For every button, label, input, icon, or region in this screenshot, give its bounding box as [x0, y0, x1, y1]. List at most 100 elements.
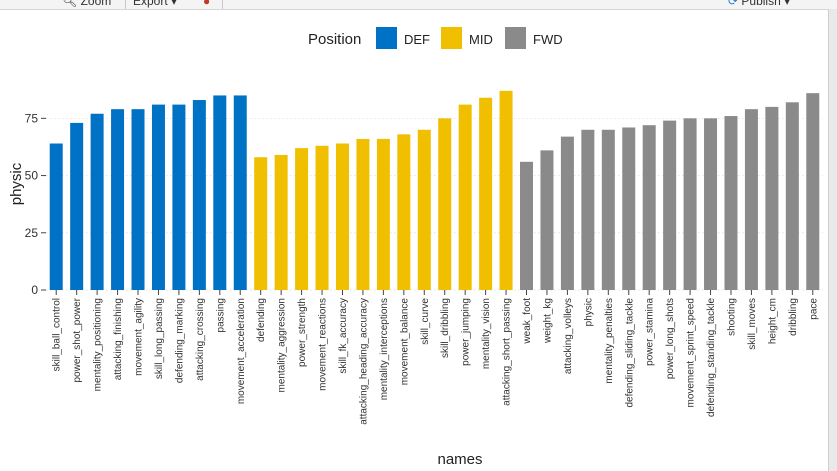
bar [724, 116, 738, 291]
bar [479, 97, 493, 290]
bar [417, 129, 431, 290]
bar [295, 148, 309, 290]
bar [274, 154, 288, 290]
x-tick-label: defending_marking [174, 298, 185, 383]
bar [622, 127, 636, 290]
bar [601, 129, 615, 290]
bar [397, 134, 411, 290]
x-tick-label: power_strength [297, 298, 308, 367]
bar [663, 120, 677, 290]
legend-swatch [441, 27, 462, 49]
bar [356, 138, 370, 290]
bar [806, 93, 820, 291]
y-tick-label: 0 [31, 283, 38, 297]
x-tick-label: mentality_positioning [93, 298, 104, 391]
x-tick-label: movement_acceleration [236, 298, 247, 404]
bar [172, 104, 186, 290]
x-tick-label: defending_standing_tackle [706, 298, 717, 417]
x-axis-title: names [437, 451, 482, 468]
x-tick-label: mentality_vision [481, 298, 492, 369]
y-axis: 0 25 50 75 [25, 111, 46, 297]
zoom-label: Zoom [80, 0, 112, 8]
chevron-down-icon: ▾ [784, 0, 791, 8]
x-tick-label: attacking_crossing [195, 298, 206, 381]
bar [335, 143, 349, 290]
zoom-button[interactable]: 🔍︎ Zoom [62, 0, 111, 8]
chevron-down-icon: ▾ [171, 0, 178, 8]
bar [560, 136, 574, 290]
x-tick-label: movement_sprint_speed [686, 298, 697, 408]
bar [233, 95, 247, 290]
bar [785, 102, 799, 290]
x-tick-label: power_jumping [461, 298, 472, 366]
x-tick-label: mentality_aggression [277, 298, 288, 393]
x-tick-label: skill_curve [420, 298, 431, 345]
x-tick-label: weight_kg [542, 298, 553, 344]
publish-icon: ⟳ [728, 0, 739, 8]
bar [499, 90, 513, 290]
x-tick-label: height_cm [767, 298, 778, 344]
export-button[interactable]: Export ▾ [133, 0, 177, 8]
legend-swatch [505, 27, 526, 49]
x-tick-label: mentality_penalties [604, 298, 615, 384]
bar [458, 104, 472, 290]
y-tick-label: 75 [25, 111, 39, 125]
x-tick-label: skill_fk_accuracy [338, 298, 349, 374]
pane-scrollbar[interactable] [828, 9, 837, 471]
bar [765, 106, 779, 290]
x-tick-label: mentality_interceptions [379, 298, 390, 400]
x-tick-label: attacking_volleys [563, 298, 574, 374]
bar [192, 100, 206, 291]
legend-label: MID [469, 32, 493, 47]
publish-button[interactable]: ⟳ Publish ▾ [728, 0, 790, 8]
zoom-icon: 🔍︎ [62, 0, 78, 8]
x-tick-label: power_shot_power [72, 297, 83, 382]
x-tick-label: defending [256, 298, 267, 342]
x-tick-label: movement_reactions [318, 298, 329, 391]
bar [131, 109, 145, 290]
bar [704, 118, 718, 290]
x-tick-label: power_long_shots [665, 298, 676, 379]
bar [213, 95, 227, 290]
x-tick-label: passing [215, 298, 226, 332]
x-tick-label: skill_dribbling [440, 298, 451, 358]
legend: Position DEF MID FWD [308, 27, 563, 49]
bar [90, 113, 104, 290]
y-axis-title: physic [8, 162, 25, 205]
x-tick-label: dribbling [788, 298, 799, 336]
bar [438, 118, 452, 290]
bar [49, 143, 63, 290]
x-tick-label: physic [583, 298, 594, 326]
bar [642, 125, 656, 290]
bar [315, 145, 329, 290]
bar [376, 138, 390, 290]
x-tick-label: power_stamina [645, 298, 656, 366]
legend-swatch [376, 27, 397, 49]
legend-label: DEF [404, 32, 430, 47]
legend-title: Position [308, 31, 361, 48]
clear-icon[interactable]: ● [203, 0, 211, 8]
bars [49, 90, 820, 291]
x-tick-label: defending_sliding_tackle [624, 298, 635, 408]
y-tick-label: 50 [25, 169, 39, 183]
bar [151, 104, 165, 290]
bar [683, 118, 697, 290]
x-axis: skill_ball_control power_shot_power mental… [52, 290, 819, 425]
x-tick-label: movement_balance [399, 298, 410, 386]
legend-label: FWD [533, 32, 563, 47]
viewer-toolbar: 🔍︎ Zoom Export ▾ ● ⟳ Publish ▾ [0, 0, 837, 10]
bar [520, 161, 534, 290]
bar [111, 109, 125, 290]
x-tick-label: skill_ball_control [52, 298, 63, 371]
x-tick-label: pace [808, 298, 819, 320]
x-tick-label: attacking_short_passing [502, 298, 513, 406]
x-tick-label: skill_long_passing [154, 298, 165, 379]
x-tick-label: shooting [726, 298, 737, 336]
y-tick-label: 25 [25, 226, 39, 240]
bar [254, 157, 268, 290]
bar [540, 150, 554, 290]
x-tick-label: attacking_finishing [113, 298, 124, 380]
x-tick-label: movement_agility [134, 298, 145, 376]
x-tick-label: attacking_heading_accuracy [358, 298, 369, 425]
